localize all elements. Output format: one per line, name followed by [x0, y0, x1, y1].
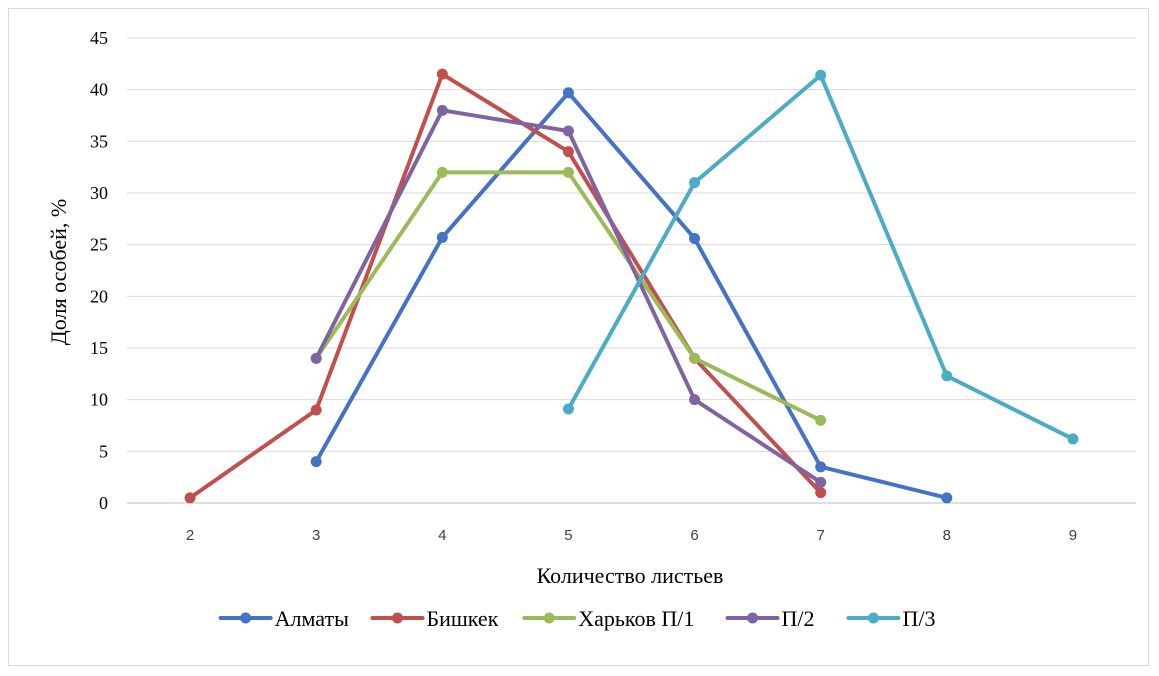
- data-point: [436, 104, 448, 116]
- data-point: [562, 87, 574, 99]
- legend-item: Бишкек: [370, 606, 499, 631]
- legend-label: Бишкек: [426, 606, 498, 631]
- series-line: [188, 72, 823, 500]
- legend-swatch-marker: [867, 612, 879, 624]
- legend: Алматы Бишкек Харьков П/1 П/2 П/3: [218, 606, 935, 631]
- x-tick-label: 3: [312, 527, 320, 544]
- data-point: [689, 177, 701, 189]
- x-tick-label: 7: [817, 527, 825, 544]
- x-tick-label: 4: [438, 527, 446, 544]
- y-tick-label: 20: [90, 286, 108, 306]
- legend-swatch-marker: [391, 612, 403, 624]
- data-point: [562, 125, 574, 137]
- data-point: [310, 404, 322, 416]
- data-point: [815, 487, 827, 499]
- data-point: [815, 461, 827, 473]
- y-tick-label: 10: [90, 390, 108, 410]
- data-point: [436, 166, 448, 178]
- y-tick-label: 30: [90, 183, 108, 203]
- data-point: [815, 476, 827, 488]
- legend-label: Харьков П/1: [578, 606, 694, 631]
- x-tick-label: 9: [1069, 527, 1077, 544]
- series-бишкек: [184, 68, 827, 504]
- chart-frame: [8, 8, 1149, 666]
- legend-item: П/2: [725, 606, 815, 631]
- y-axis-ticks: 0 5 10 15 20 25 30 35 40 45: [90, 28, 108, 513]
- data-point: [941, 492, 953, 504]
- data-point: [184, 492, 196, 504]
- y-axis-title: Доля особей, %: [46, 199, 71, 345]
- data-point: [815, 414, 827, 426]
- x-tick-label: 5: [564, 527, 572, 544]
- data-point: [562, 403, 574, 415]
- series-п-3: [562, 69, 1079, 445]
- legend-swatch-marker: [543, 612, 555, 624]
- data-point: [436, 68, 448, 80]
- series-п-2: [310, 104, 827, 488]
- data-point: [436, 231, 448, 243]
- series-line: [566, 73, 1075, 441]
- data-point: [310, 456, 322, 468]
- y-tick-label: 5: [99, 441, 108, 461]
- legend-swatch-marker: [747, 612, 759, 624]
- x-axis-ticks: 2 3 4 5 6 7 8 9: [186, 527, 1077, 544]
- y-tick-label: 35: [90, 131, 108, 151]
- data-point: [310, 352, 322, 364]
- data-point: [562, 166, 574, 178]
- y-tick-label: 0: [99, 493, 108, 513]
- legend-label: Алматы: [275, 606, 349, 631]
- legend-swatch-marker: [240, 612, 252, 624]
- y-tick-label: 25: [90, 235, 108, 255]
- y-tick-label: 45: [90, 28, 108, 48]
- data-point: [815, 69, 827, 81]
- data-point: [689, 232, 701, 244]
- x-tick-label: 2: [186, 527, 194, 544]
- legend-label: П/3: [902, 606, 935, 631]
- legend-item: П/3: [846, 606, 935, 631]
- data-point: [689, 394, 701, 406]
- data-point: [562, 146, 574, 158]
- data-point: [1067, 433, 1079, 445]
- data-point: [941, 370, 953, 382]
- x-tick-label: 6: [690, 527, 698, 544]
- series-line: [314, 90, 949, 500]
- y-tick-label: 40: [90, 80, 108, 100]
- legend-item: Харьков П/1: [522, 606, 694, 631]
- data-point: [689, 352, 701, 364]
- series-алматы: [310, 87, 953, 504]
- y-tick-label: 15: [90, 338, 108, 358]
- x-axis-title: Количество листьев: [537, 563, 724, 588]
- series-lines: [184, 68, 1079, 504]
- grid-lines: [127, 37, 1136, 504]
- legend-label: П/2: [782, 606, 815, 631]
- legend-item: Алматы: [218, 606, 349, 631]
- x-tick-label: 8: [943, 527, 951, 544]
